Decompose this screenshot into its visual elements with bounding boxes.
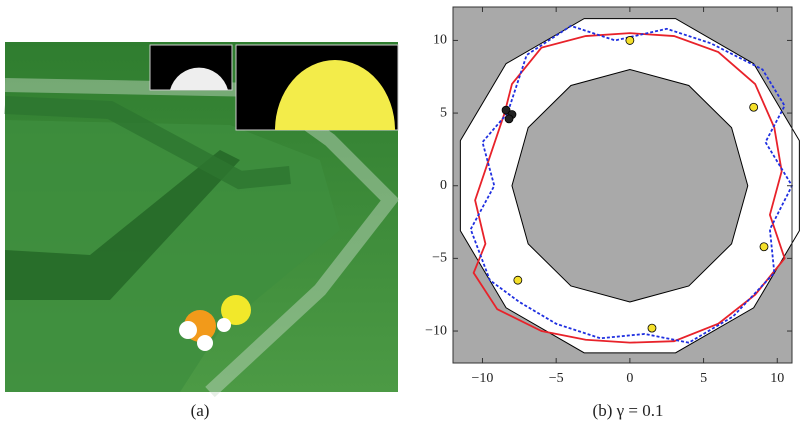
x-tick-label: 5 xyxy=(700,371,707,386)
y-tick-label: 0 xyxy=(440,178,447,193)
point xyxy=(750,103,758,111)
figure: (a) (b) γ = 0.1 −10 −5 0 5 10 −10 −5 0 5 10 xyxy=(0,0,808,430)
point xyxy=(760,243,768,251)
point xyxy=(648,324,656,332)
point xyxy=(505,115,513,123)
caption-b: (b) γ = 0.1 xyxy=(593,401,664,420)
x-tick-label: −10 xyxy=(472,371,494,386)
x-tick-label: 10 xyxy=(770,371,784,386)
y-tick-label: 10 xyxy=(433,33,447,48)
caption-a: (a) xyxy=(191,401,210,420)
y-tick-label: −5 xyxy=(432,251,447,266)
figure-svg: (a) (b) γ = 0.1 −10 −5 0 5 10 −10 −5 0 5 10 xyxy=(0,0,808,430)
x-tick-label: −5 xyxy=(549,371,564,386)
plot: −10 −5 0 5 10 −10 −5 0 5 10 xyxy=(425,7,799,386)
y-tick-label: 5 xyxy=(440,105,447,120)
x-tick-label: 0 xyxy=(626,371,633,386)
point xyxy=(626,36,634,44)
render-image xyxy=(5,42,398,392)
y-tick-label: −10 xyxy=(425,323,447,338)
point xyxy=(514,276,522,284)
